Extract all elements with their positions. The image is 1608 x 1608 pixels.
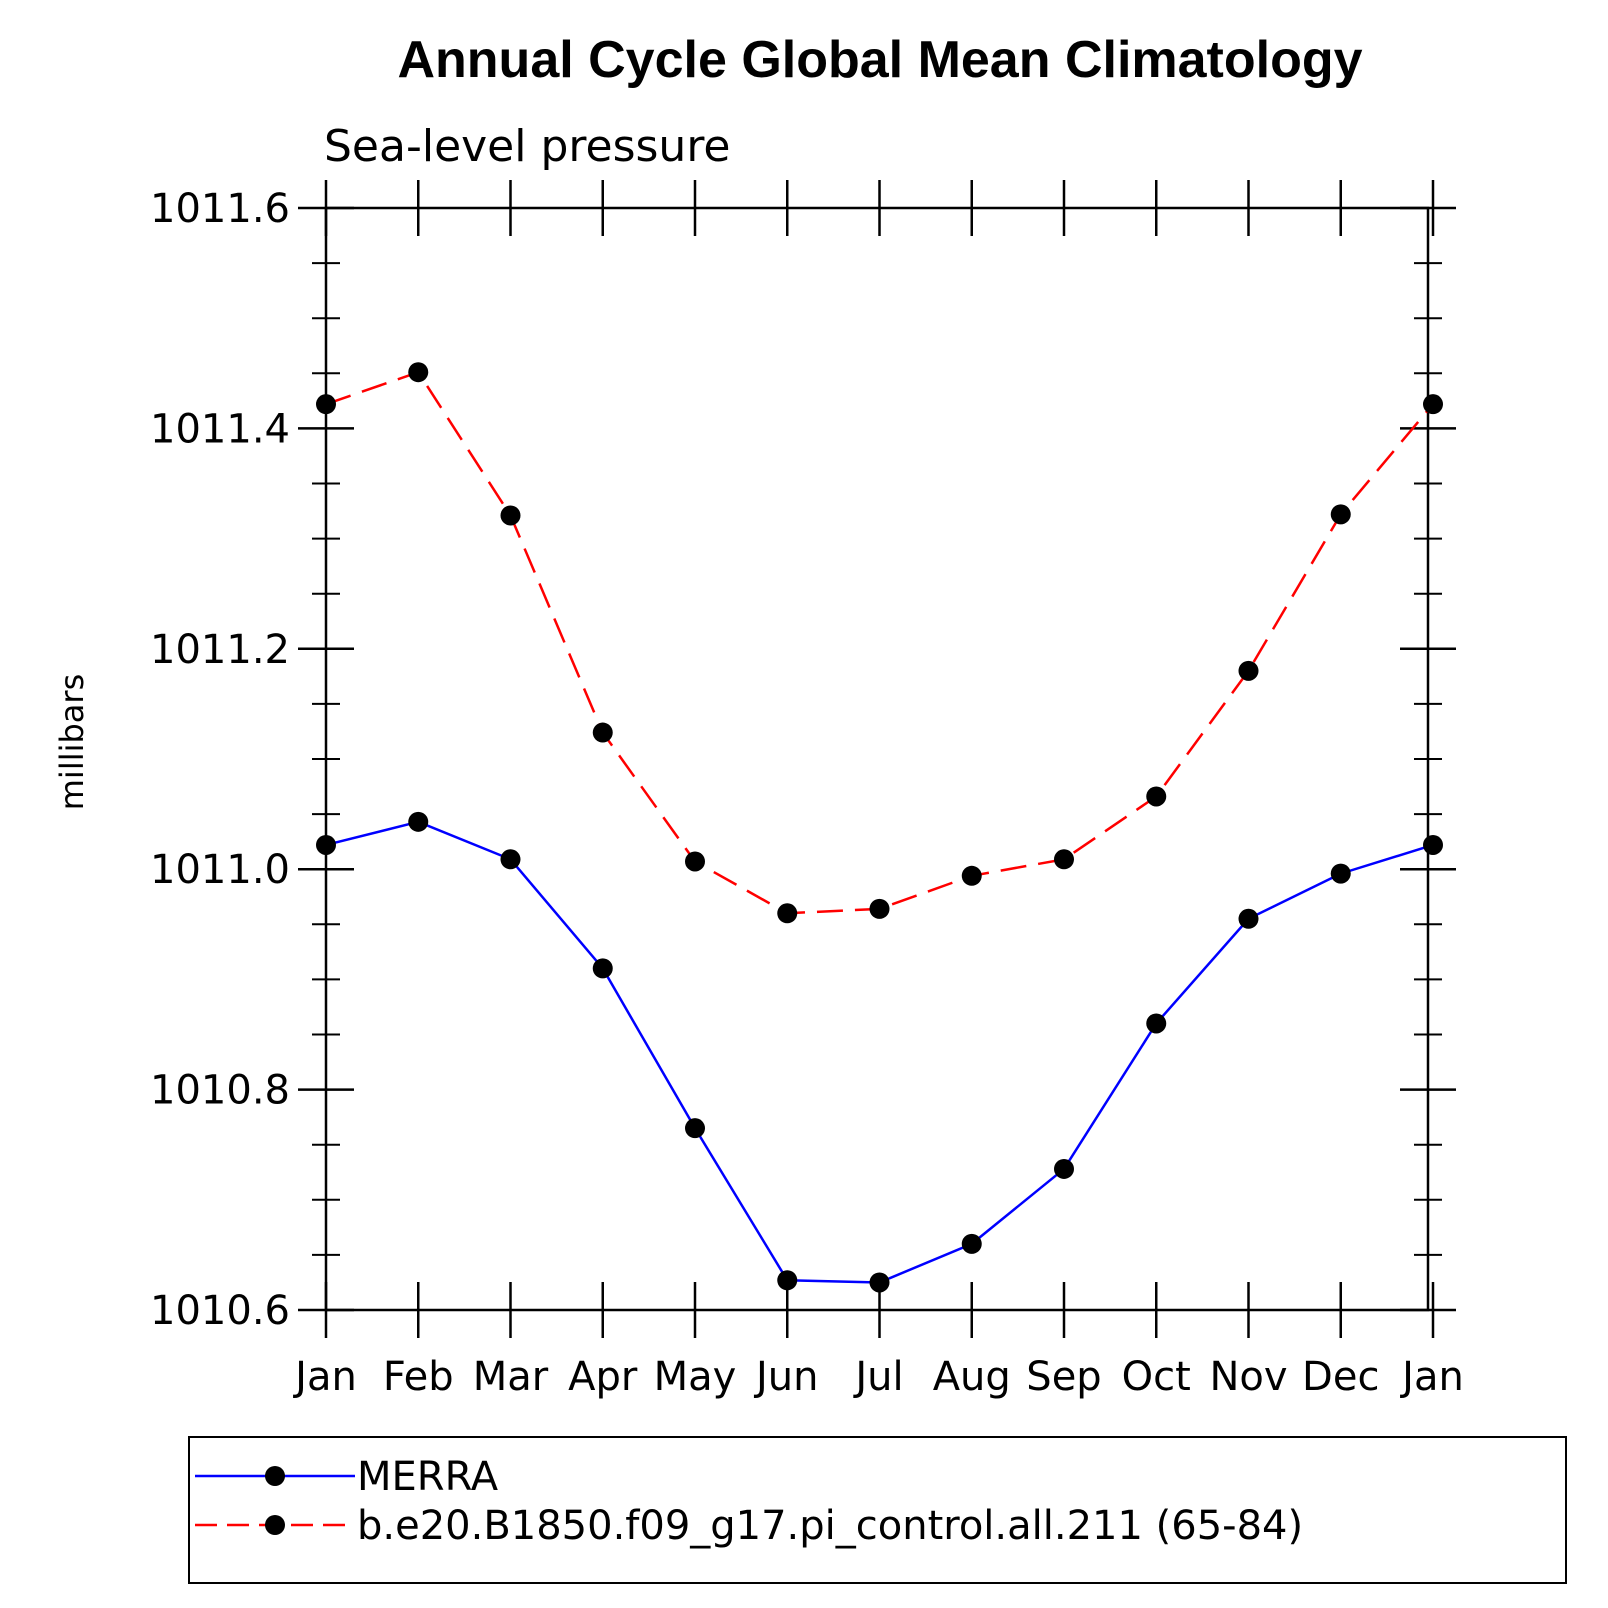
data-point-series-1: [408, 362, 429, 383]
data-point-series-1: [1146, 786, 1167, 807]
x-tick-label: Aug: [933, 1354, 1011, 1400]
legend-label-1: b.e20.B1850.f09_g17.pi_control.all.211 (…: [357, 1503, 1303, 1549]
legend-box: [188, 1436, 1567, 1584]
data-point-series-0: [1423, 834, 1443, 855]
x-tick-label: Jan: [1399, 1354, 1464, 1400]
data-point-series-1: [1330, 504, 1351, 525]
y-tick-label: 1011.4: [150, 406, 290, 452]
chart-title: Annual Cycle Global Mean Climatology: [397, 31, 1362, 89]
data-point-series-0: [316, 834, 336, 855]
legend-marker-0: [265, 1466, 285, 1486]
y-tick-label: 1010.6: [150, 1288, 290, 1334]
x-tick-label: Jul: [852, 1354, 903, 1400]
series-line-0: [325, 820, 1434, 1284]
data-point-series-1: [500, 505, 521, 526]
data-point-series-1: [1054, 849, 1074, 870]
axes-ticks: 1010.6 1010.8 1011.0 1011.2 1011.4 1011.6 Jan F…: [150, 180, 1464, 1400]
data-point-series-1: [685, 851, 705, 872]
data-point-series-1: [592, 722, 613, 743]
data-point-series-1: [1423, 394, 1443, 415]
x-tick-label: Dec: [1302, 1354, 1379, 1400]
series-line-1: [325, 370, 1434, 915]
x-tick-label: Sep: [1026, 1354, 1101, 1400]
data-point-series-0: [961, 1233, 982, 1254]
x-tick-label: Jun: [753, 1354, 819, 1400]
x-tick-label: Oct: [1122, 1354, 1191, 1400]
data-point-series-0: [592, 958, 613, 979]
x-tick-label: Apr: [568, 1354, 638, 1400]
legend: MERRAb.e20.B1850.f09_g17.pi_control.all.…: [188, 1436, 1567, 1584]
y-axis-label: millibars: [53, 674, 91, 810]
data-point-series-0: [1146, 1013, 1167, 1034]
data-point-series-0: [1330, 863, 1351, 884]
plot-frame: [324, 206, 1430, 1312]
x-tick-label: May: [654, 1354, 737, 1400]
x-tick-label: Jan: [292, 1354, 357, 1400]
data-point-series-1: [1238, 660, 1259, 681]
legend-entries: MERRAb.e20.B1850.f09_g17.pi_control.all.…: [195, 1454, 1303, 1549]
chart-subtitle: Sea-level pressure: [324, 121, 731, 172]
data-point-series-0: [500, 849, 521, 870]
data-point-series-0: [1054, 1158, 1074, 1179]
data-point-series-0: [1238, 908, 1259, 929]
y-tick-label: 1010.8: [150, 1068, 290, 1114]
y-tick-label: 1011.6: [150, 186, 290, 232]
data-point-series-0: [869, 1272, 890, 1293]
data-point-series-1: [777, 903, 798, 924]
legend-label-0: MERRA: [357, 1454, 499, 1500]
x-tick-label: Feb: [383, 1354, 454, 1400]
data-point-series-1: [316, 394, 336, 415]
series-layer: [316, 362, 1443, 1293]
legend-marker-1: [265, 1515, 285, 1535]
x-tick-label: Mar: [473, 1354, 549, 1400]
data-point-series-0: [408, 811, 429, 832]
data-point-series-1: [961, 865, 982, 886]
y-tick-label: 1011.2: [150, 627, 290, 673]
x-tick-label: Nov: [1209, 1354, 1287, 1400]
data-point-series-0: [777, 1270, 798, 1291]
data-point-series-1: [869, 898, 890, 919]
y-tick-label: 1011.0: [150, 847, 290, 893]
data-point-series-0: [685, 1118, 705, 1139]
